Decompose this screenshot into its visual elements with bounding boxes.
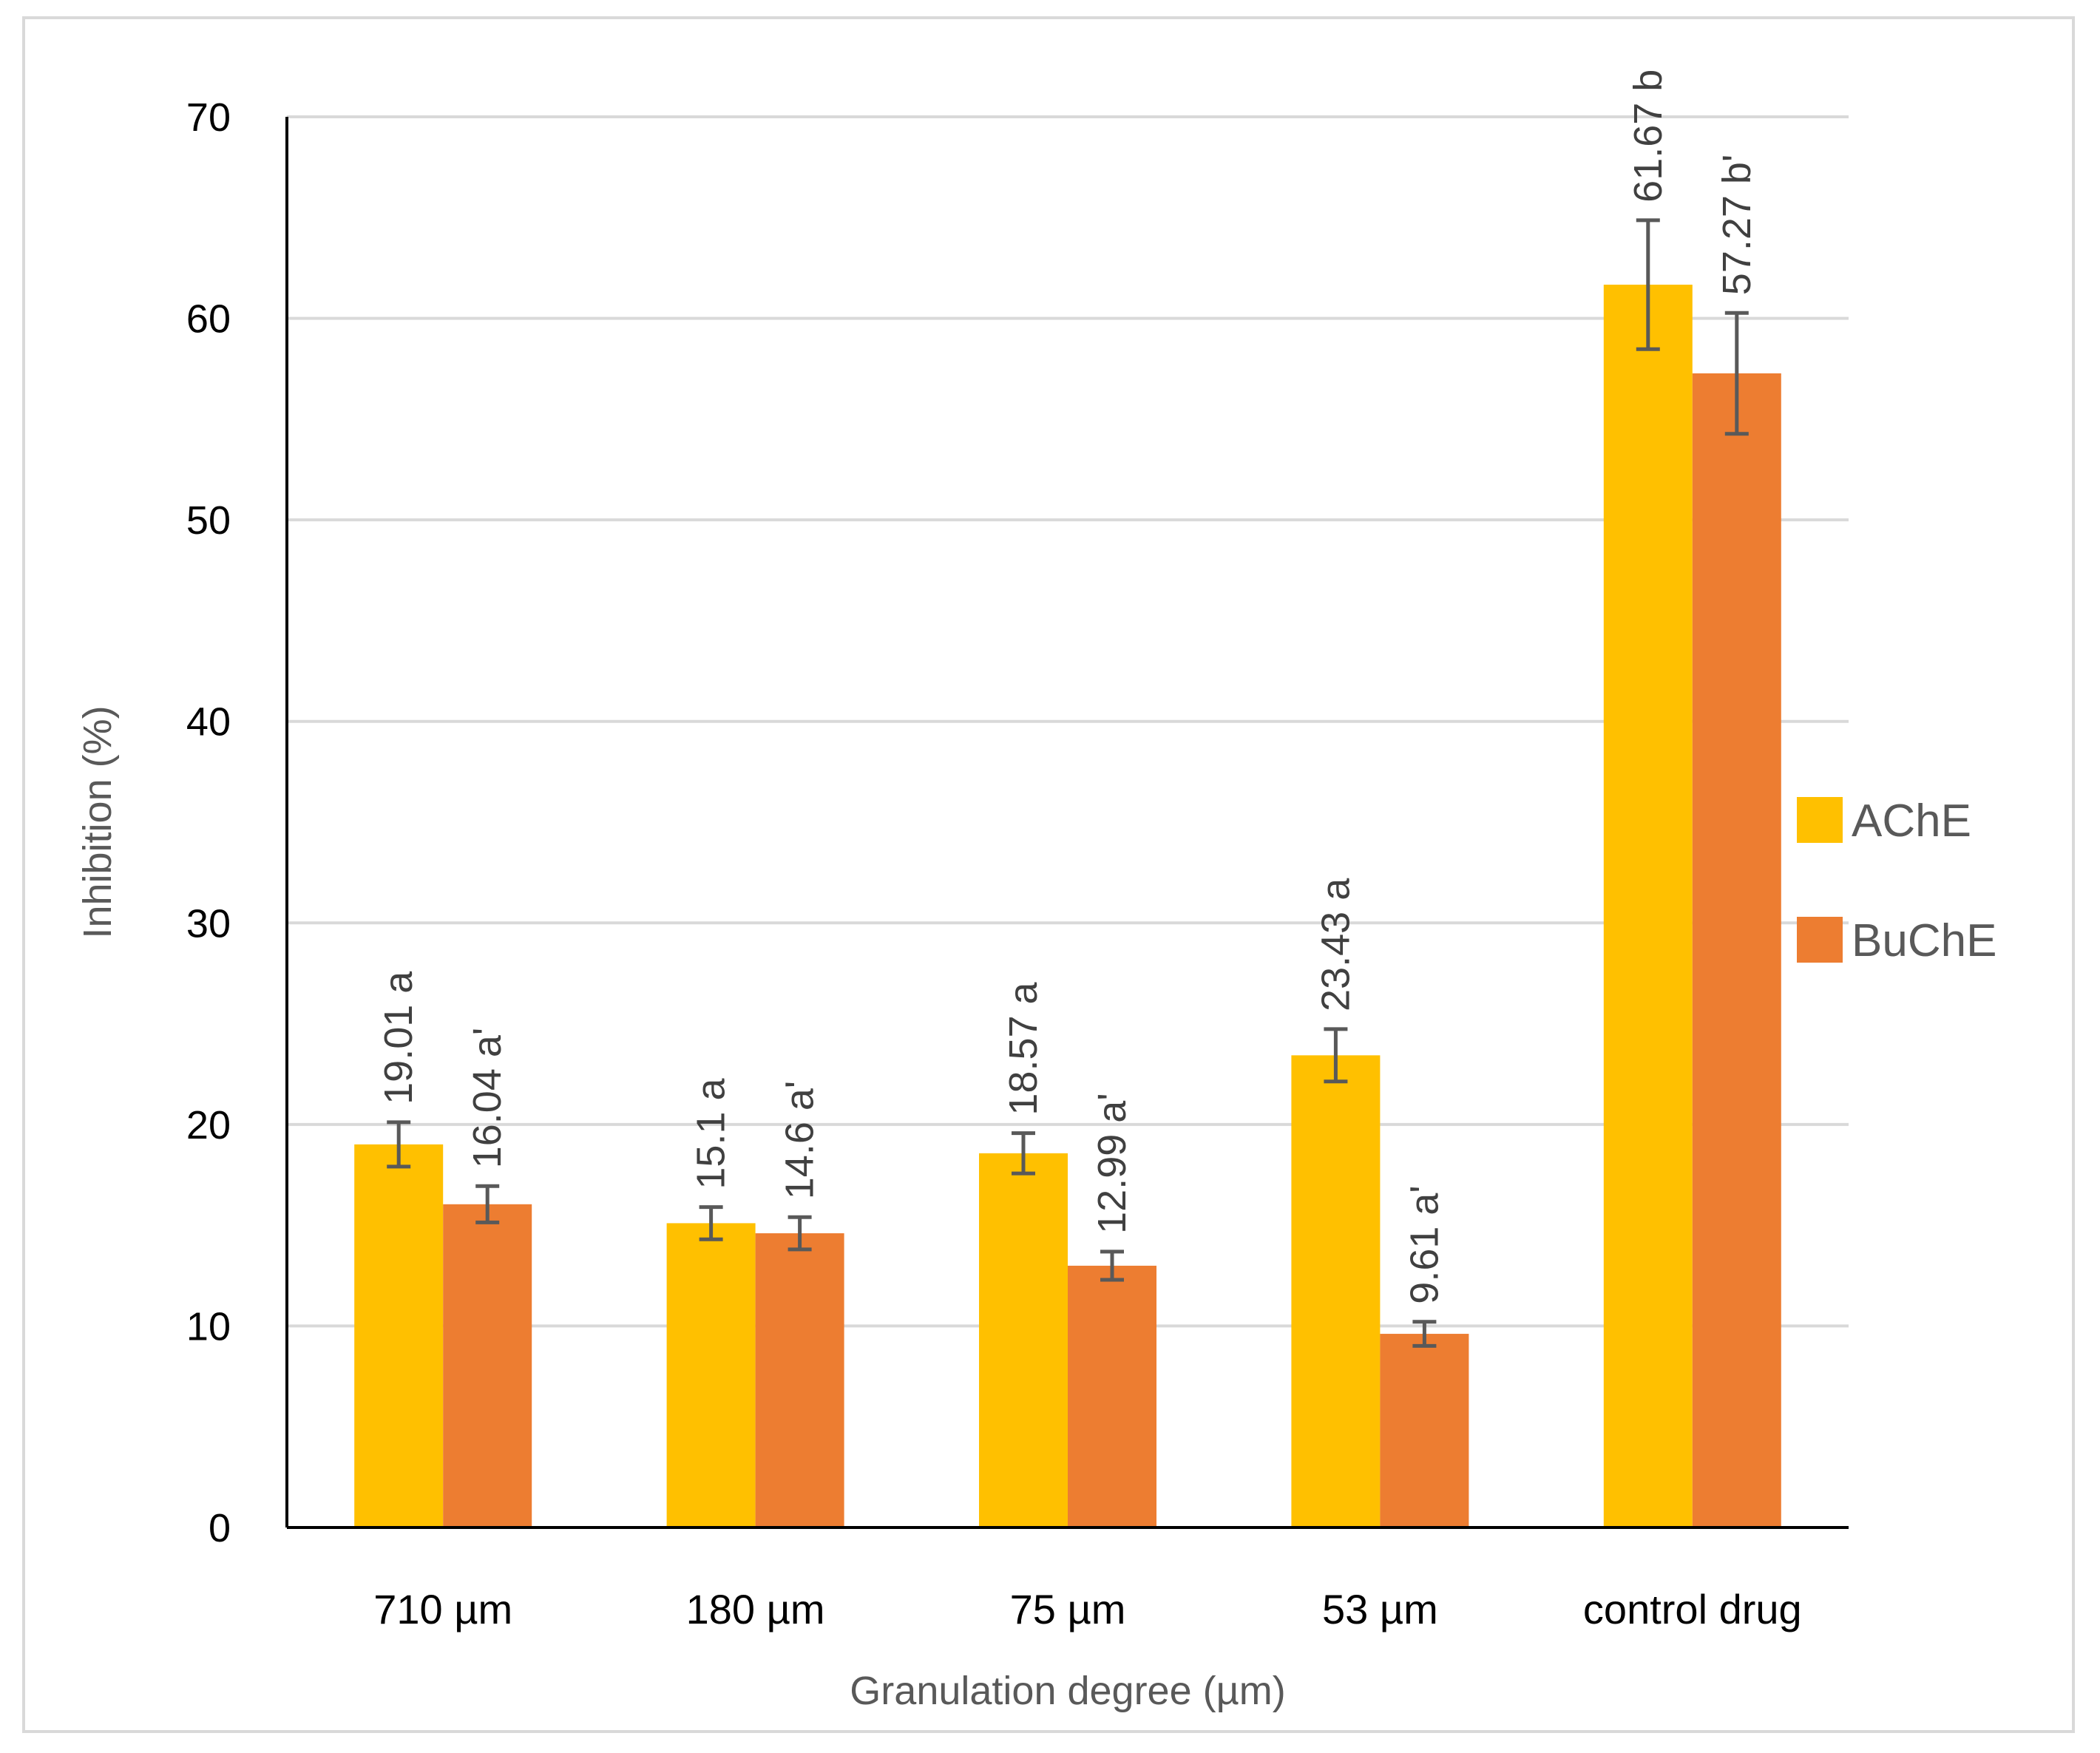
x-category-label: 53 µm (1322, 1586, 1438, 1632)
error-bar (788, 1215, 812, 1252)
data-label: 12.99 a' (1090, 1093, 1134, 1233)
error-bar (1100, 1250, 1124, 1282)
x-category-labels: 710 µm 180 µm 75 µm 53 µm control drug (373, 1586, 1801, 1632)
error-bar (1012, 1131, 1035, 1176)
y-axis-title: Inhibition (%) (75, 705, 120, 938)
x-category-label: 180 µm (686, 1586, 825, 1632)
bars (354, 285, 1781, 1528)
legend-item: BuChE (1797, 915, 1996, 966)
data-label: 61.67 b (1626, 69, 1670, 203)
data-label: 19.01 a (376, 971, 421, 1105)
y-tick-label: 30 (186, 901, 231, 946)
legend-swatch (1797, 797, 1843, 843)
legend-item: AChE (1797, 796, 1971, 847)
y-tick-label: 0 (209, 1506, 231, 1550)
data-label: 15.1 a (689, 1078, 734, 1190)
x-category-label: 710 µm (373, 1586, 512, 1632)
data-label: 57.27 b' (1715, 155, 1759, 295)
y-tick-label: 40 (186, 700, 231, 745)
y-tick-label: 60 (186, 297, 231, 342)
y-tick-label: 10 (186, 1304, 231, 1349)
error-bar (1324, 1027, 1348, 1084)
axes (285, 117, 1849, 1529)
gridlines (287, 115, 1849, 1328)
legend: AChE BuChE (1797, 796, 1996, 966)
x-axis-title: Granulation degree (µm) (850, 1669, 1285, 1713)
error-bar (1636, 218, 1660, 351)
bar-ache (1291, 1055, 1381, 1527)
y-tick-label: 70 (186, 95, 231, 140)
data-label: 9.61 a' (1402, 1185, 1446, 1303)
data-label: 14.6 a' (778, 1081, 822, 1199)
error-bar (475, 1184, 500, 1224)
bar-buche (1380, 1334, 1469, 1527)
y-tick-label: 50 (186, 498, 231, 543)
data-label: 23.43 a (1313, 878, 1358, 1011)
error-bar (699, 1205, 723, 1241)
legend-swatch (1797, 917, 1843, 963)
legend-label: BuChE (1852, 915, 1996, 966)
bar-ache (666, 1223, 756, 1527)
error-bar (1412, 1320, 1437, 1348)
bar-buche (755, 1233, 844, 1527)
error-bar (1724, 311, 1749, 436)
bar-ache (354, 1144, 444, 1527)
bar-ache (979, 1153, 1068, 1527)
x-category-label: control drug (1583, 1586, 1802, 1632)
bar-buche (1068, 1265, 1156, 1527)
bar-ache (1603, 285, 1693, 1527)
data-labels: 19.01 a 16.04 a' 15.1 a 14.6 a' 18.57 a 12.99… (376, 69, 1759, 1304)
legend-label: AChE (1852, 796, 1971, 847)
y-tick-label: 20 (186, 1103, 231, 1147)
error-bar (387, 1120, 411, 1169)
error-bars (387, 218, 1749, 1348)
data-label: 18.57 a (1001, 981, 1046, 1115)
bar-buche (443, 1204, 532, 1527)
data-label: 16.04 a' (465, 1028, 509, 1168)
y-tick-labels: 0 10 20 30 40 50 60 70 (186, 95, 231, 1550)
x-category-label: 75 µm (1010, 1586, 1126, 1632)
bar-buche (1692, 373, 1781, 1528)
